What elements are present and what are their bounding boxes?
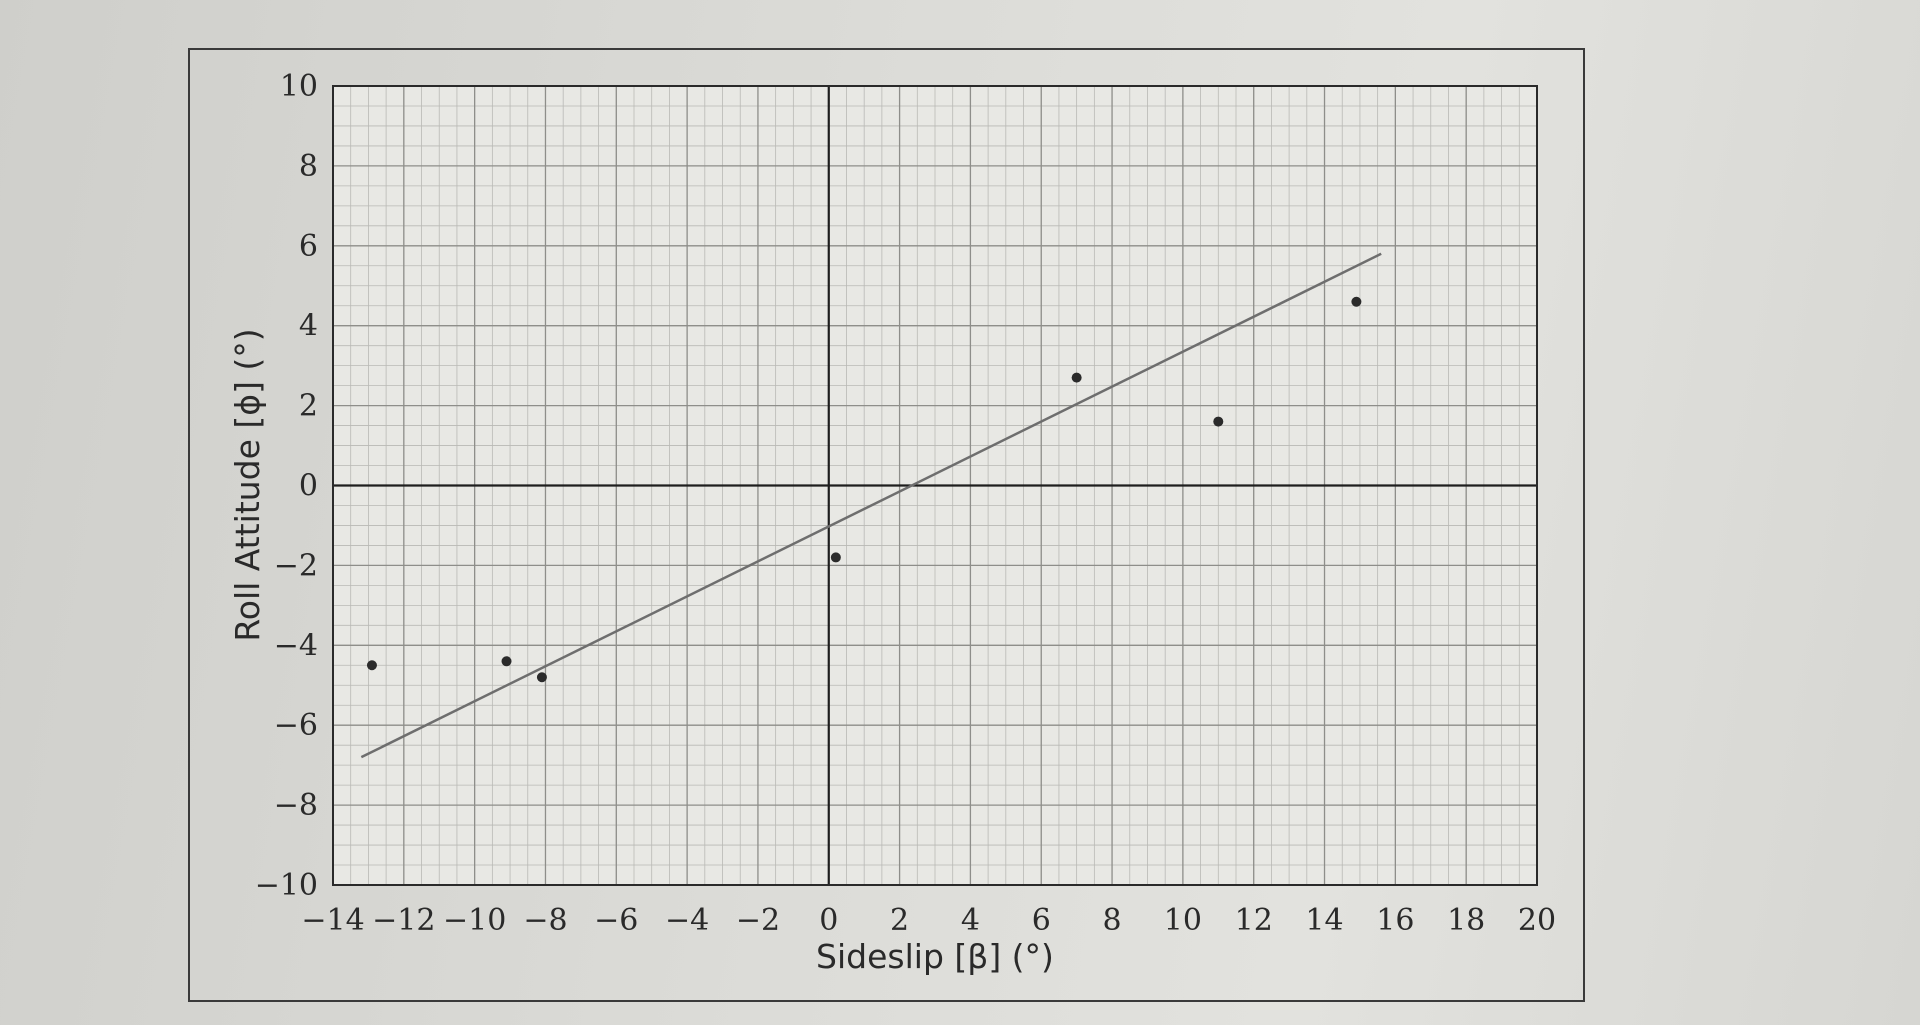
x-tick-label: 18 [1447,903,1485,938]
x-tick-label: 16 [1376,903,1414,938]
x-tick-label: 10 [1164,903,1202,938]
x-tick-label: 0 [819,903,838,938]
y-tick-label: −10 [255,868,318,903]
x-tick-label: 2 [890,903,909,938]
x-tick-label: −2 [736,903,780,938]
x-tick-label: −14 [301,903,364,938]
x-tick-label: 20 [1518,903,1556,938]
data-point [1351,296,1362,307]
x-axis-title: Sideslip [β] (°) [816,937,1054,976]
y-tick-label: 10 [280,69,318,104]
x-tick-label: 6 [1032,903,1051,938]
zero-axis-lines [333,86,1537,885]
y-tick-label: −8 [274,788,318,823]
x-tick-label: −12 [372,903,435,938]
x-tick-label: 4 [961,903,980,938]
fit-line-group [360,252,1382,759]
data-points [366,296,1362,683]
y-tick-label: −2 [274,548,318,583]
fit-line [360,252,1382,759]
y-tick-label: 0 [299,469,318,504]
x-tick-label: 8 [1103,903,1122,938]
y-tick-labels: −10 −8 −6 −4 −2 0 2 4 6 8 10 [255,69,318,903]
y-tick-label: 8 [299,149,318,184]
data-point [501,656,512,667]
data-point [830,552,841,563]
x-tick-label: −8 [523,903,567,938]
plot-border [332,85,1538,886]
y-tick-label: 2 [299,389,318,424]
x-tick-label: −6 [594,903,638,938]
x-tick-labels: −14 −12 −10 −8 −6 −4 −2 0 2 4 6 8 10 12 14 16 18 20 [301,903,1556,938]
data-point [1071,372,1082,383]
data-point [1213,416,1224,427]
x-tick-label: −10 [443,903,506,938]
data-point [366,660,377,671]
y-tick-label: 6 [299,229,318,264]
y-axis-title: Roll Attitude [ϕ] (°) [228,328,267,641]
x-tick-label: −4 [665,903,709,938]
y-tick-label: −4 [274,628,318,663]
data-point [536,672,547,683]
figure-frame [188,48,1585,1002]
y-tick-label: 4 [299,309,318,344]
x-tick-label: 14 [1305,903,1343,938]
x-tick-label: 12 [1235,903,1273,938]
y-tick-label: −6 [274,708,318,743]
